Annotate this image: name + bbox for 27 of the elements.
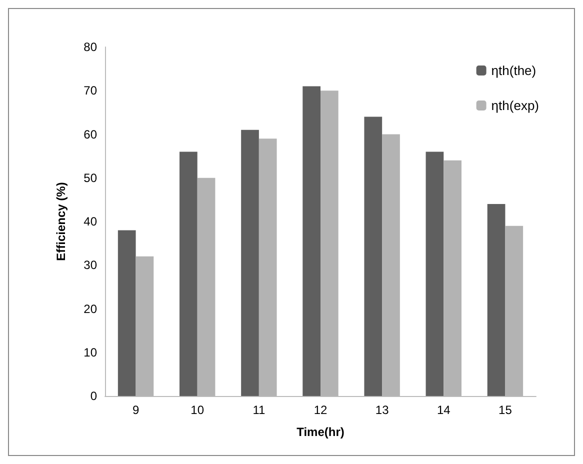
legend-label: ηth(the): [491, 63, 536, 78]
x-tick-label: 13: [375, 403, 390, 417]
y-tick-label: 40: [84, 214, 98, 228]
y-tick-label: 10: [84, 345, 98, 360]
y-tick-label: 20: [84, 302, 98, 316]
y-tick-label: 70: [84, 84, 98, 98]
x-tick-label: 12: [314, 403, 328, 417]
bar: [180, 152, 198, 396]
y-tick-label: 50: [84, 170, 98, 185]
y-tick-label: 0: [90, 389, 98, 403]
y-tick-label: 60: [84, 127, 98, 142]
bar: [364, 116, 382, 396]
y-axis-title: Efficiency (%): [54, 182, 68, 261]
bar: [241, 130, 259, 396]
x-tick-label: 10: [190, 403, 204, 417]
y-tick-label: 30: [84, 258, 98, 272]
x-tick-label: 11: [252, 403, 266, 417]
bar: [487, 204, 506, 396]
legend-label: ηth(exp): [491, 98, 540, 113]
x-tick-label: 14: [436, 403, 451, 417]
x-tick-label: 9: [132, 403, 140, 417]
y-tick-label: 80: [84, 40, 98, 54]
bar: [426, 152, 444, 396]
bar: [118, 230, 136, 396]
x-tick-label: 15: [498, 403, 512, 417]
bar: [302, 86, 320, 396]
x-axis-title: Time(hr): [296, 425, 344, 439]
